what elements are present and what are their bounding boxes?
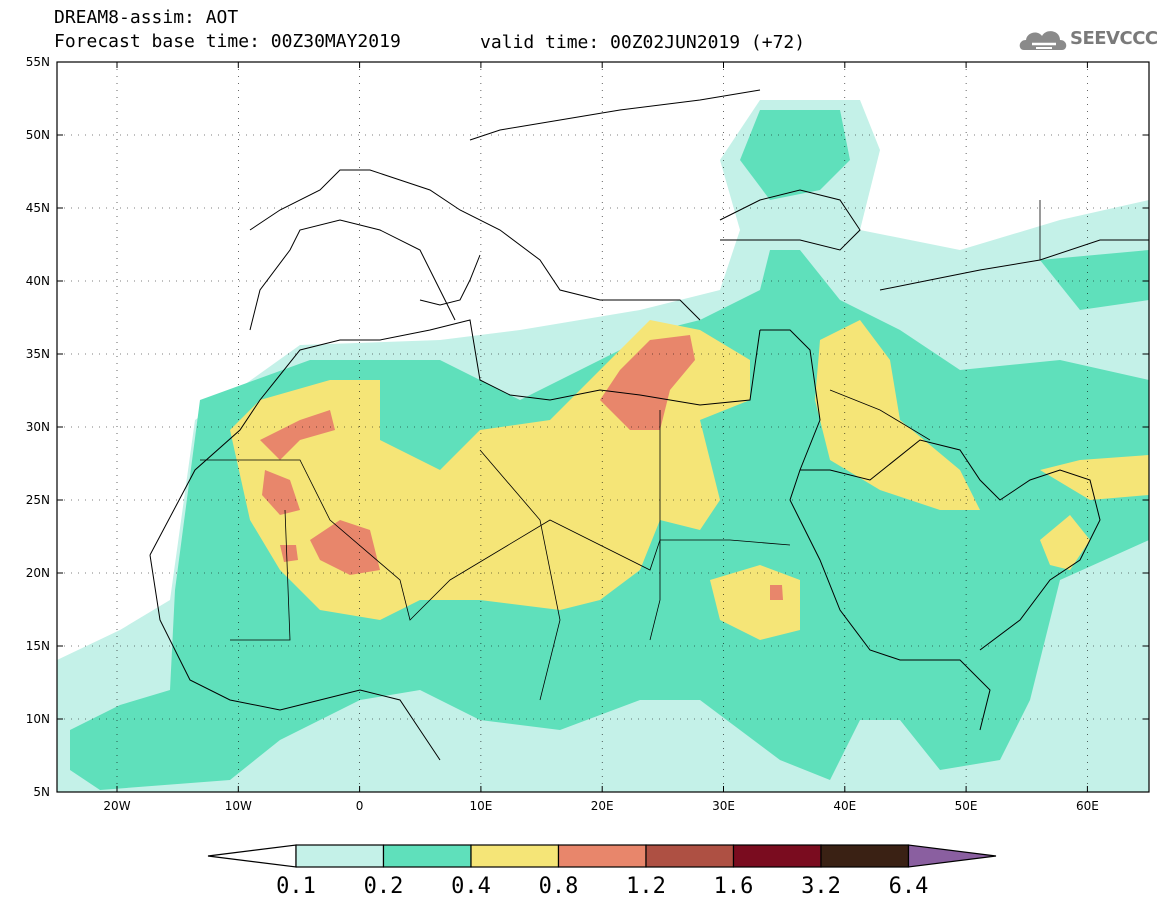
colorbar-low-arrow (207, 844, 297, 868)
coastlines (149, 89, 1149, 761)
seevccc-logo: SEEVCCC (1018, 22, 1158, 58)
lat-label: 35N (26, 347, 50, 361)
lon-label: 50E (955, 799, 978, 813)
lon-label: 10E (469, 799, 492, 813)
colorbar-segment (645, 844, 735, 868)
lat-label: 40N (26, 274, 50, 288)
colorbar-label: 6.4 (889, 874, 929, 899)
lon-label: 20E (591, 799, 614, 813)
colorbar-label: 1.6 (714, 874, 754, 899)
lon-label: 10W (225, 799, 252, 813)
colorbar-segment (382, 844, 472, 868)
colorbar-label: 3.2 (801, 874, 841, 899)
lon-label: 20W (103, 799, 130, 813)
colorbar-label: 0.4 (451, 874, 491, 899)
lon-label: 40E (833, 799, 856, 813)
colorbar-label: 0.2 (364, 874, 404, 899)
product-title: DREAM8-assim: AOT (54, 7, 239, 28)
longitude-labels: 20W 10W 0 10E 20E 30E 40E 50E 60E (103, 799, 1098, 813)
colorbar-label: 1.2 (626, 874, 666, 899)
lat-label: 55N (26, 55, 50, 69)
forecast-base-time: Forecast base time: 00Z30MAY2019 (54, 31, 401, 52)
graticule (57, 62, 1149, 792)
lat-label: 30N (26, 420, 50, 434)
colorbar-segment (470, 844, 560, 868)
lon-label: 30E (712, 799, 735, 813)
lat-label: 50N (26, 128, 50, 142)
lat-label: 10N (26, 712, 50, 726)
valid-time: valid time: 00Z02JUN2019 (+72) (480, 32, 806, 53)
lon-label: 60E (1076, 799, 1099, 813)
colorbar-high-arrow (907, 844, 997, 868)
lat-label: 15N (26, 639, 50, 653)
logo-text: SEEVCCC (1070, 28, 1158, 49)
colorbar-segment (732, 844, 822, 868)
colorbar-label: 0.8 (539, 874, 579, 899)
colorbar-label: 0.1 (276, 874, 316, 899)
latitude-labels: 55N 50N 45N 40N 35N 30N 25N 20N 15N 10N 5N (26, 55, 50, 799)
aot-band-0.8 (260, 335, 783, 600)
lat-label: 20N (26, 566, 50, 580)
lat-label: 25N (26, 493, 50, 507)
lon-label: 0 (356, 799, 364, 813)
cloud-icon (1019, 31, 1067, 50)
country-borders (200, 200, 1041, 701)
colorbar: 0.1 0.2 0.4 0.8 1.2 1.6 3.2 6.4 (207, 844, 997, 899)
colorbar-segment (557, 844, 647, 868)
aot-field (57, 62, 1149, 792)
lat-label: 45N (26, 201, 50, 215)
lat-label: 5N (33, 785, 50, 799)
colorbar-segment (820, 844, 910, 868)
axis-ticks (57, 62, 1149, 792)
colorbar-segment (295, 844, 385, 868)
